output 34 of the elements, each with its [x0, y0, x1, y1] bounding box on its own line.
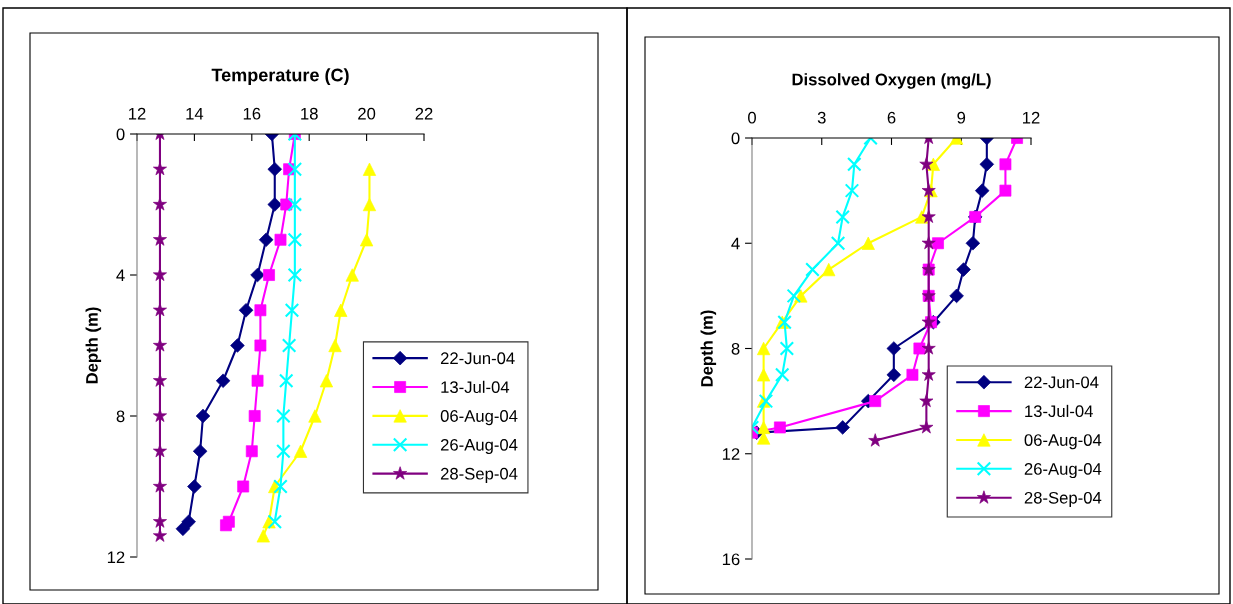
x-tick-label: 12	[129, 107, 146, 120]
legend-label: 22-Jun-04	[440, 352, 515, 365]
y-axis-title: Depth (m)	[700, 310, 717, 387]
x-tick-label: 22	[415, 107, 433, 120]
y-axis-title: Depth (m)	[85, 307, 102, 384]
x-tick-label: 14	[186, 107, 204, 120]
x-tick-label: 18	[301, 107, 318, 120]
y-tick-label: 8	[731, 342, 740, 355]
y-tick-label: 4	[116, 269, 125, 282]
legend-label: 22-Jun-04	[1024, 376, 1099, 389]
x-tick-label: 12	[1023, 111, 1040, 124]
legend-label: 13-Jul-04	[1025, 404, 1093, 418]
legend-label: 06-Aug-04	[1024, 434, 1102, 450]
x-tick-label: 9	[957, 111, 966, 124]
legend-label: 13-Jul-04	[441, 380, 510, 394]
y-tick-label: 0	[116, 128, 125, 141]
legend-label: 06-Aug-04	[440, 410, 518, 426]
y-tick-label: 8	[116, 410, 125, 423]
legend-label: 26-Aug-04	[440, 438, 518, 455]
x-tick-label: 3	[817, 111, 826, 124]
x-tick-label: 20	[358, 107, 376, 120]
x-tick-label: 16	[243, 107, 261, 120]
y-tick-label: 4	[731, 237, 740, 250]
y-tick-label: 16	[722, 553, 740, 566]
x-tick-label: 6	[887, 111, 896, 124]
y-tick-label: 12	[722, 448, 740, 460]
x-tick-label: 0	[748, 111, 756, 124]
chart-title: Dissolved Oxygen (mg/L)	[792, 73, 991, 89]
legend-label: 28-Sep-04	[1024, 491, 1102, 507]
y-tick-label: 0	[731, 132, 740, 145]
chart-title: Temperature (C)	[211, 68, 349, 85]
y-tick-label: 12	[107, 551, 125, 564]
legend-label: 26-Aug-04	[1024, 463, 1102, 479]
legend-label: 28-Sep-04	[440, 467, 518, 483]
